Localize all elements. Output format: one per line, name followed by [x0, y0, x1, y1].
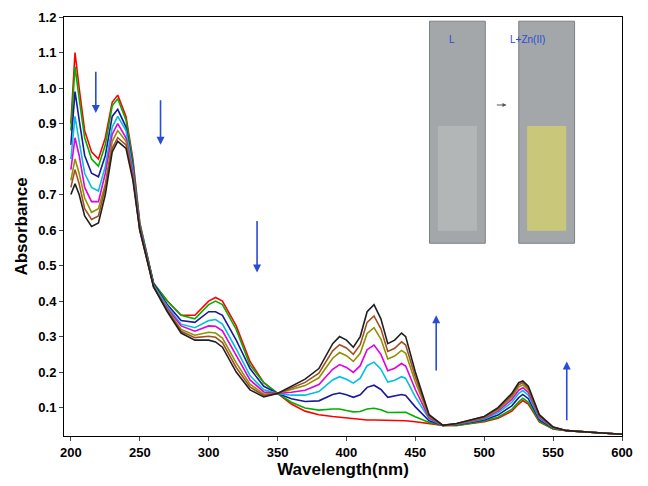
- svg-text:400: 400: [336, 445, 358, 460]
- svg-text:350: 350: [267, 445, 289, 460]
- svg-text:0.5: 0.5: [38, 258, 56, 273]
- svg-text:Absorbance: Absorbance: [12, 177, 31, 275]
- svg-text:1.2: 1.2: [38, 10, 56, 25]
- svg-text:0.8: 0.8: [38, 152, 56, 167]
- svg-text:0.3: 0.3: [38, 329, 56, 344]
- svg-text:Wavelength(nm): Wavelength(nm): [277, 460, 409, 479]
- svg-text:250: 250: [129, 445, 151, 460]
- svg-text:500: 500: [473, 445, 495, 460]
- svg-text:600: 600: [611, 445, 633, 460]
- svg-text:L+Zn(II): L+Zn(II): [510, 34, 545, 45]
- svg-text:L: L: [449, 34, 455, 45]
- svg-text:1.0: 1.0: [38, 81, 56, 96]
- svg-text:300: 300: [198, 445, 220, 460]
- svg-text:0.1: 0.1: [38, 400, 56, 415]
- svg-text:0.6: 0.6: [38, 223, 56, 238]
- svg-text:450: 450: [404, 445, 426, 460]
- svg-text:0.7: 0.7: [38, 187, 56, 202]
- svg-text:0.2: 0.2: [38, 365, 56, 380]
- svg-text:550: 550: [542, 445, 564, 460]
- svg-text:200: 200: [60, 445, 82, 460]
- svg-text:1.1: 1.1: [38, 45, 56, 60]
- svg-text:0.4: 0.4: [38, 294, 57, 309]
- svg-text:0.9: 0.9: [38, 116, 56, 131]
